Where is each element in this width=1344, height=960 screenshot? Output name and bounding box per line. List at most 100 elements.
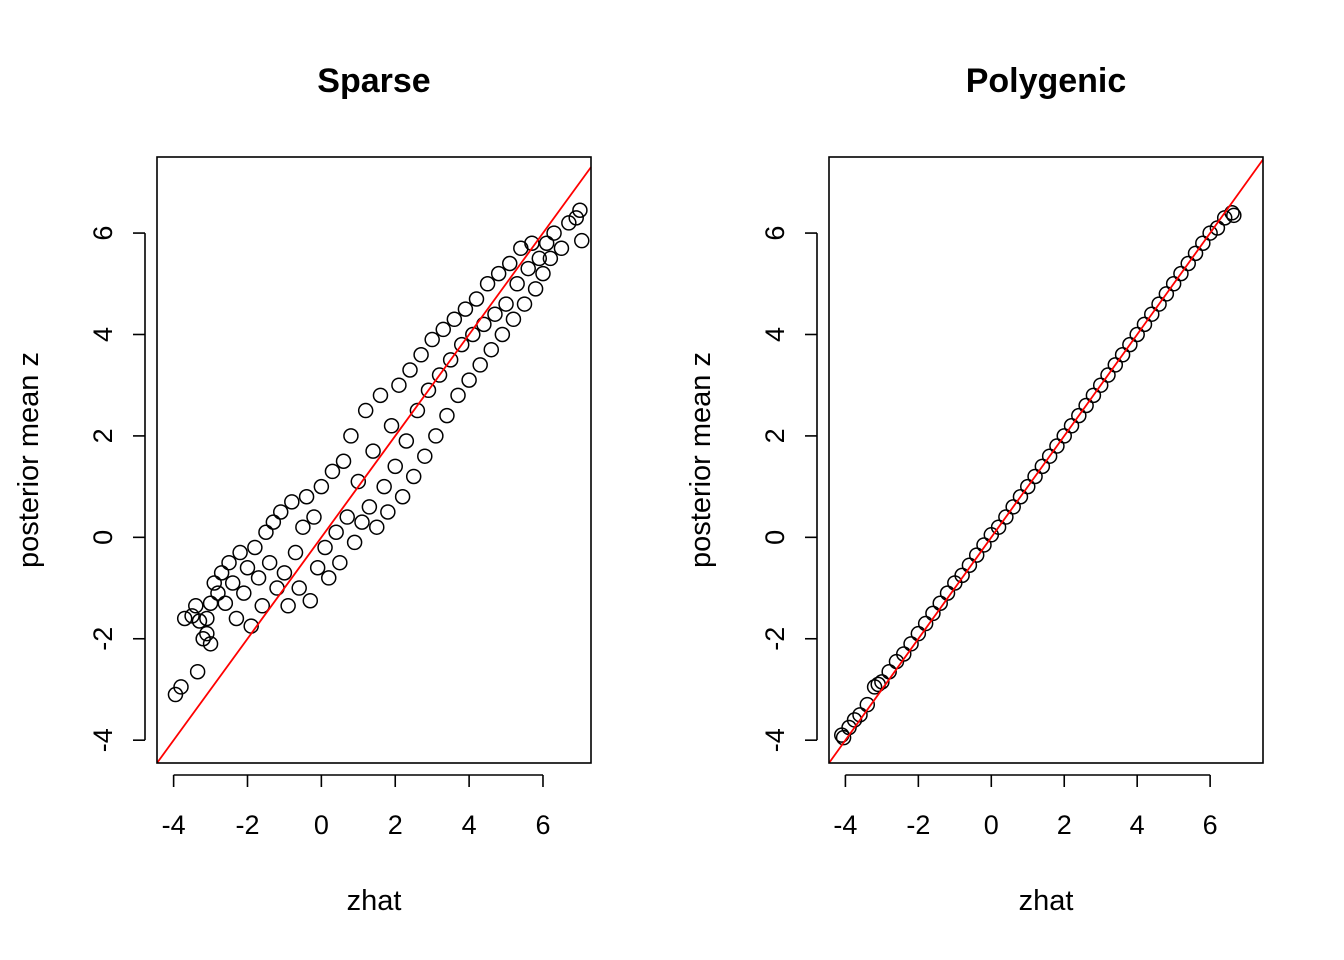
sparse-point: [398, 433, 415, 449]
sparse-point: [284, 494, 300, 510]
sparse-point: [513, 240, 529, 257]
sparse-point: [265, 514, 282, 530]
polygenic-point: [1129, 326, 1145, 343]
sparse-point: [332, 554, 348, 571]
polygenic-point: [1122, 336, 1138, 353]
sparse-point: [435, 321, 452, 338]
polygenic-point: [1187, 245, 1204, 262]
polygenic-point: [1092, 377, 1109, 393]
sparse-point: [568, 210, 584, 226]
sparse-point: [295, 519, 311, 535]
sparse-point: [321, 570, 337, 586]
sparse-point: [417, 448, 433, 464]
sparse-point: [472, 357, 488, 373]
polygenic-point: [859, 696, 876, 713]
sparse-y-tick-label: -2: [88, 627, 118, 651]
sparse-point: [365, 443, 381, 459]
sparse-point: [402, 362, 418, 378]
sparse-point: [191, 613, 208, 629]
sparse-point: [188, 598, 204, 614]
sparse-point: [446, 311, 463, 328]
sparse-panel: Sparse zhat posterior mean z -4 -2 0 2 4 6 -4…: [13, 62, 592, 917]
sparse-point: [461, 372, 477, 388]
sparse-point: [409, 402, 426, 419]
sparse-point: [361, 499, 378, 515]
sparse-point: [535, 265, 551, 282]
sparse-point: [206, 575, 223, 591]
polygenic-point: [1114, 347, 1131, 363]
sparse-point: [221, 554, 237, 571]
sparse-point: [287, 544, 304, 561]
polygenic-point: [1209, 220, 1226, 236]
polygenic-point: [1144, 306, 1160, 322]
sparse-ylabel: posterior mean z: [13, 352, 45, 568]
sparse-point: [306, 509, 322, 525]
sparse-point: [574, 232, 590, 249]
sparse-point: [572, 202, 588, 218]
sparse-point: [457, 301, 474, 317]
polygenic-point: [1027, 468, 1043, 485]
sparse-point: [468, 291, 485, 307]
sparse-point: [189, 663, 206, 680]
sparse-x-tick-label: 4: [462, 810, 477, 840]
polygenic-point: [998, 509, 1014, 525]
sparse-point: [420, 382, 437, 399]
polygenic-point: [1158, 286, 1175, 302]
sparse-point: [424, 331, 440, 348]
polygenic-point: [1041, 448, 1058, 464]
sparse-point: [487, 306, 503, 322]
sparse-point: [546, 225, 562, 241]
sparse-point: [173, 679, 189, 695]
sparse-point: [346, 534, 363, 551]
polygenic-point: [961, 557, 978, 573]
sparse-reference-line: [156, 166, 592, 764]
polygenic-point: [1012, 489, 1029, 505]
sparse-y-axis: -4 -2 0 2 4 6: [88, 226, 146, 752]
sparse-point: [394, 489, 411, 505]
sparse-points: [167, 202, 590, 703]
polygenic-y-tick-label: 0: [760, 530, 790, 545]
sparse-point: [501, 255, 518, 272]
sparse-point: [280, 598, 296, 614]
polygenic-x-tick-label: 4: [1130, 810, 1145, 840]
sparse-point: [210, 585, 226, 601]
sparse-point: [343, 428, 359, 444]
sparse-point: [176, 610, 193, 627]
polygenic-points: [834, 205, 1242, 746]
polygenic-y-tick-label: 6: [760, 226, 790, 241]
sparse-point: [531, 250, 548, 267]
polygenic-point: [1173, 265, 1189, 282]
polygenic-point: [1078, 397, 1094, 414]
polygenic-x-tick-label: 2: [1057, 810, 1072, 840]
sparse-point: [413, 347, 429, 363]
sparse-point: [324, 463, 341, 480]
polygenic-point: [1107, 357, 1124, 373]
sparse-point: [509, 276, 525, 292]
sparse-plot-frame: [156, 156, 592, 764]
sparse-y-tick-label: 2: [88, 428, 118, 443]
polygenic-point: [990, 519, 1007, 535]
sparse-point: [236, 585, 252, 601]
polygenic-point: [896, 646, 912, 662]
sparse-point: [313, 478, 330, 495]
sparse-point: [213, 565, 230, 581]
sparse-point: [276, 565, 293, 581]
sparse-point: [369, 519, 385, 535]
polygenic-y-axis: -4 -2 0 2 4 6: [760, 226, 818, 752]
sparse-point: [224, 575, 241, 591]
polygenic-point: [1071, 407, 1087, 424]
polygenic-xlabel: zhat: [1019, 885, 1074, 917]
sparse-point: [339, 509, 355, 525]
polygenic-point: [1034, 458, 1051, 475]
sparse-point: [254, 598, 271, 614]
sparse-point: [309, 560, 326, 576]
sparse-x-tick-label: -2: [235, 810, 259, 840]
polygenic-point: [1151, 296, 1167, 312]
polygenic-point: [852, 707, 868, 723]
sparse-point: [199, 625, 215, 642]
sparse-y-tick-label: 4: [88, 327, 118, 342]
sparse-point: [483, 341, 500, 358]
sparse-point: [354, 514, 370, 530]
sparse-point: [542, 250, 559, 267]
sparse-point: [387, 458, 403, 475]
